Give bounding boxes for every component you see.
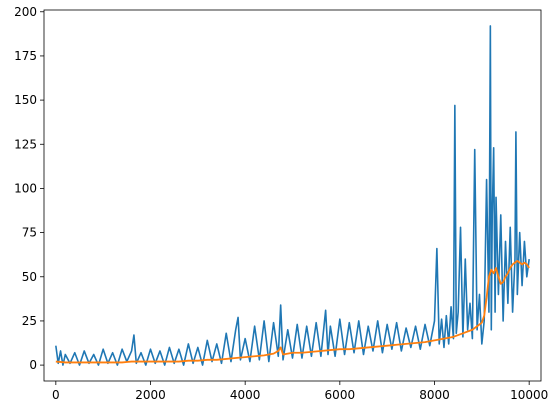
plot-frame	[43, 9, 542, 382]
x-tick-label: 4000	[230, 388, 261, 402]
x-tick-label: 8000	[419, 388, 450, 402]
y-axis: 0 25 50 75 100 125 150 175 200	[14, 5, 44, 372]
y-tick-label: 125	[14, 137, 37, 151]
x-tick-label: 6000	[325, 388, 356, 402]
x-tick-label: 2000	[135, 388, 166, 402]
y-tick-label: 0	[29, 358, 37, 372]
x-axis: 0 2000 4000 6000 8000 10000	[52, 381, 548, 402]
y-tick-label: 50	[22, 270, 37, 284]
y-tick-label: 175	[14, 49, 37, 63]
y-tick-label: 200	[14, 5, 37, 19]
x-tick-label: 0	[52, 388, 60, 402]
y-tick-label: 150	[14, 93, 37, 107]
series-line-2	[55, 259, 530, 364]
y-tick-label: 25	[22, 314, 37, 328]
y-tick-label: 75	[22, 226, 37, 240]
series-layer	[55, 25, 530, 366]
y-tick-label: 100	[14, 181, 37, 195]
x-tick-label: 10000	[510, 388, 548, 402]
series-line-1	[55, 25, 530, 366]
